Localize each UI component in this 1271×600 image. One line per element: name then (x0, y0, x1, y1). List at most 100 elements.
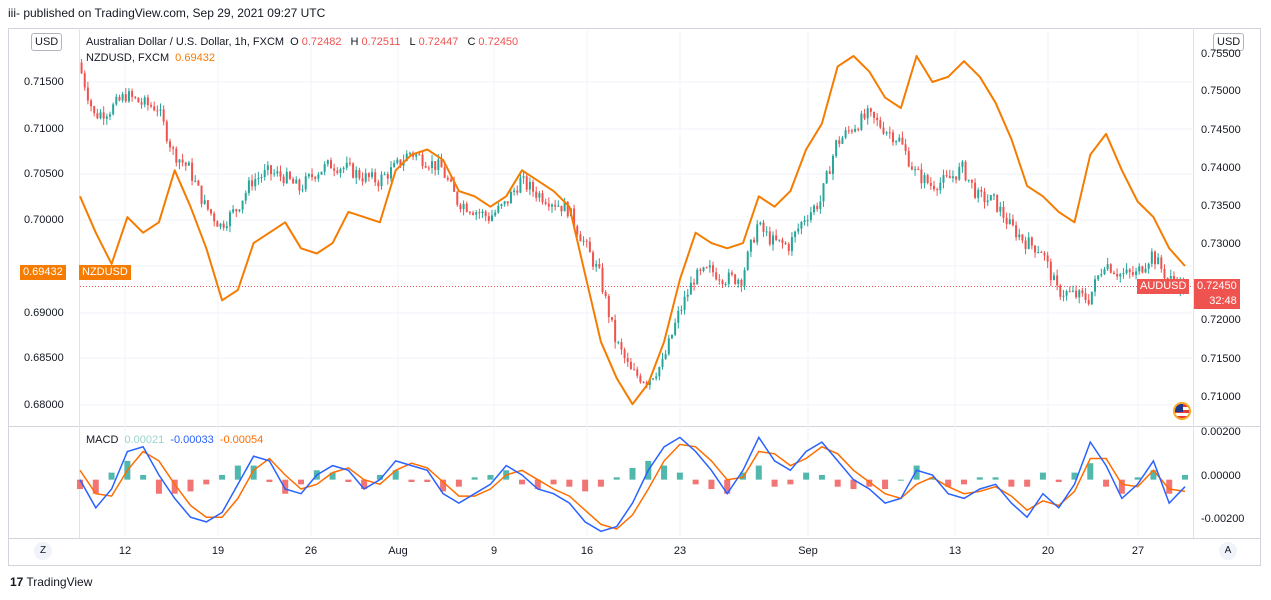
aud-candle-body (181, 159, 184, 163)
aud-candle-body (216, 221, 219, 227)
aud-candle-body (664, 354, 667, 359)
price-legend[interactable]: Australian Dollar / U.S. Dollar, 1h, FXC… (86, 36, 524, 48)
macd-histogram-bar (661, 465, 668, 480)
macd-histogram-bar (597, 479, 604, 487)
aud-candle-body (326, 160, 329, 165)
aud-candle-body (1049, 261, 1052, 281)
aud-candle-body (907, 151, 910, 167)
aud-candle-body (162, 109, 165, 122)
macd-histogram-bar (692, 479, 699, 485)
aud-candle-body (342, 167, 345, 170)
symbol-title: Australian Dollar / U.S. Dollar, 1h, FXC… (86, 36, 285, 48)
aud-candle-body (636, 369, 639, 376)
macd-line-value: -0.00033 (170, 434, 214, 446)
aud-candle-body (712, 265, 715, 273)
macd-histogram-bar (755, 465, 762, 480)
aud-candle-body (803, 220, 806, 223)
aud-candle-body (869, 108, 872, 112)
right-currency-button[interactable]: USD (1213, 33, 1245, 51)
aud-candle-body (740, 279, 743, 286)
aud-candle-body (364, 173, 367, 182)
aud-candle-body (143, 97, 146, 105)
tradingview-logo[interactable]: 17 TradingView (10, 575, 92, 589)
macd-histogram-bar (1024, 479, 1031, 487)
aud-candle-body (917, 169, 920, 171)
aud-candle-body (1027, 237, 1030, 249)
left-axis-tick: 0.71000 (24, 123, 64, 135)
macd-histogram-bar (155, 479, 162, 494)
macd-legend[interactable]: MACD 0.00021 -0.00033 -0.00054 (86, 434, 266, 446)
us-flag-icon[interactable] (1173, 402, 1191, 420)
aud-candle-body (153, 106, 156, 111)
aud-candle-body (307, 174, 310, 177)
aud-candle-body (465, 203, 468, 212)
zoom-button[interactable]: Z (34, 542, 52, 560)
aud-candle-body (882, 127, 885, 134)
aud-candle-body (620, 342, 623, 350)
macd-axis-tick: 0.00200 (1201, 426, 1241, 438)
aud-candle-body (345, 162, 348, 168)
aud-candle-body (1122, 273, 1125, 275)
aud-candle-body (497, 205, 500, 213)
tradingview-logo-mark: 17 (10, 575, 24, 589)
aud-candle-body (453, 181, 456, 192)
overlay-value: 0.69432 (175, 52, 215, 64)
ohlc-close: C 0.72450 (467, 36, 519, 48)
aud-candle-body (456, 191, 459, 205)
right-axis-tick: 0.71000 (1201, 391, 1241, 403)
overlay-legend[interactable]: NZDUSD, FXCM 0.69432 (86, 52, 218, 64)
aud-candle-body (525, 176, 528, 190)
aud-candle-body (702, 267, 705, 271)
aud-candle-body (992, 194, 995, 196)
aud-candle-body (933, 185, 936, 190)
aud-candle-body (828, 171, 831, 174)
aud-candle-body (1163, 268, 1166, 279)
macd-signal-value: -0.00054 (219, 434, 264, 446)
aud-candle-body (961, 161, 964, 167)
aud-candle-body (443, 167, 446, 178)
aud-candle-body (775, 235, 778, 240)
aud-candle-body (617, 342, 620, 344)
aud-candle-body (1090, 291, 1093, 305)
aud-candle-body (522, 176, 525, 178)
aud-candle-body (1030, 237, 1033, 246)
time-axis-tick: 19 (211, 545, 225, 557)
aud-candle-body (405, 153, 408, 161)
auto-scale-button[interactable]: A (1219, 542, 1237, 560)
right-axis-tick: 0.71500 (1201, 353, 1241, 365)
aud-candle-body (841, 137, 844, 144)
right-axis-tick: 0.73000 (1201, 238, 1241, 250)
aud-candle-body (371, 172, 374, 177)
aud-candle-body (800, 222, 803, 229)
ohlc-open: O 0.72482 (290, 36, 342, 48)
aud-candle-body (386, 174, 389, 179)
aud-candle-body (1109, 264, 1112, 273)
aud-candle-body (1043, 252, 1046, 256)
macd-histogram-bar (787, 479, 794, 485)
aud-candle-body (380, 174, 383, 187)
tradingview-logo-text: TradingView (26, 575, 93, 589)
aud-candle-body (1002, 206, 1005, 218)
aud-candle-body (320, 171, 323, 175)
aud-candle-body (194, 180, 197, 182)
aud-candle-body (238, 209, 241, 212)
aud-candle-body (1169, 276, 1172, 279)
aud-candle-body (696, 269, 699, 285)
aud-candle-body (743, 269, 746, 286)
aud-countdown: 32:48 (1209, 295, 1237, 307)
aud-candle-body (1081, 290, 1084, 294)
aud-candle-body (1056, 275, 1059, 286)
aud-candle-body (516, 190, 519, 193)
aud-candle-body (108, 114, 111, 117)
aud-candle-body (298, 179, 301, 191)
time-axis-tick: Sep (798, 545, 818, 557)
aud-candle-body (667, 338, 670, 355)
left-currency-button[interactable]: USD (31, 33, 63, 51)
aud-candle-body (544, 202, 547, 204)
aud-candle-body (854, 128, 857, 132)
aud-candle-body (150, 104, 153, 107)
aud-candle-body (260, 177, 263, 179)
aud-candle-body (358, 170, 361, 179)
pane-separator[interactable] (8, 426, 1261, 427)
